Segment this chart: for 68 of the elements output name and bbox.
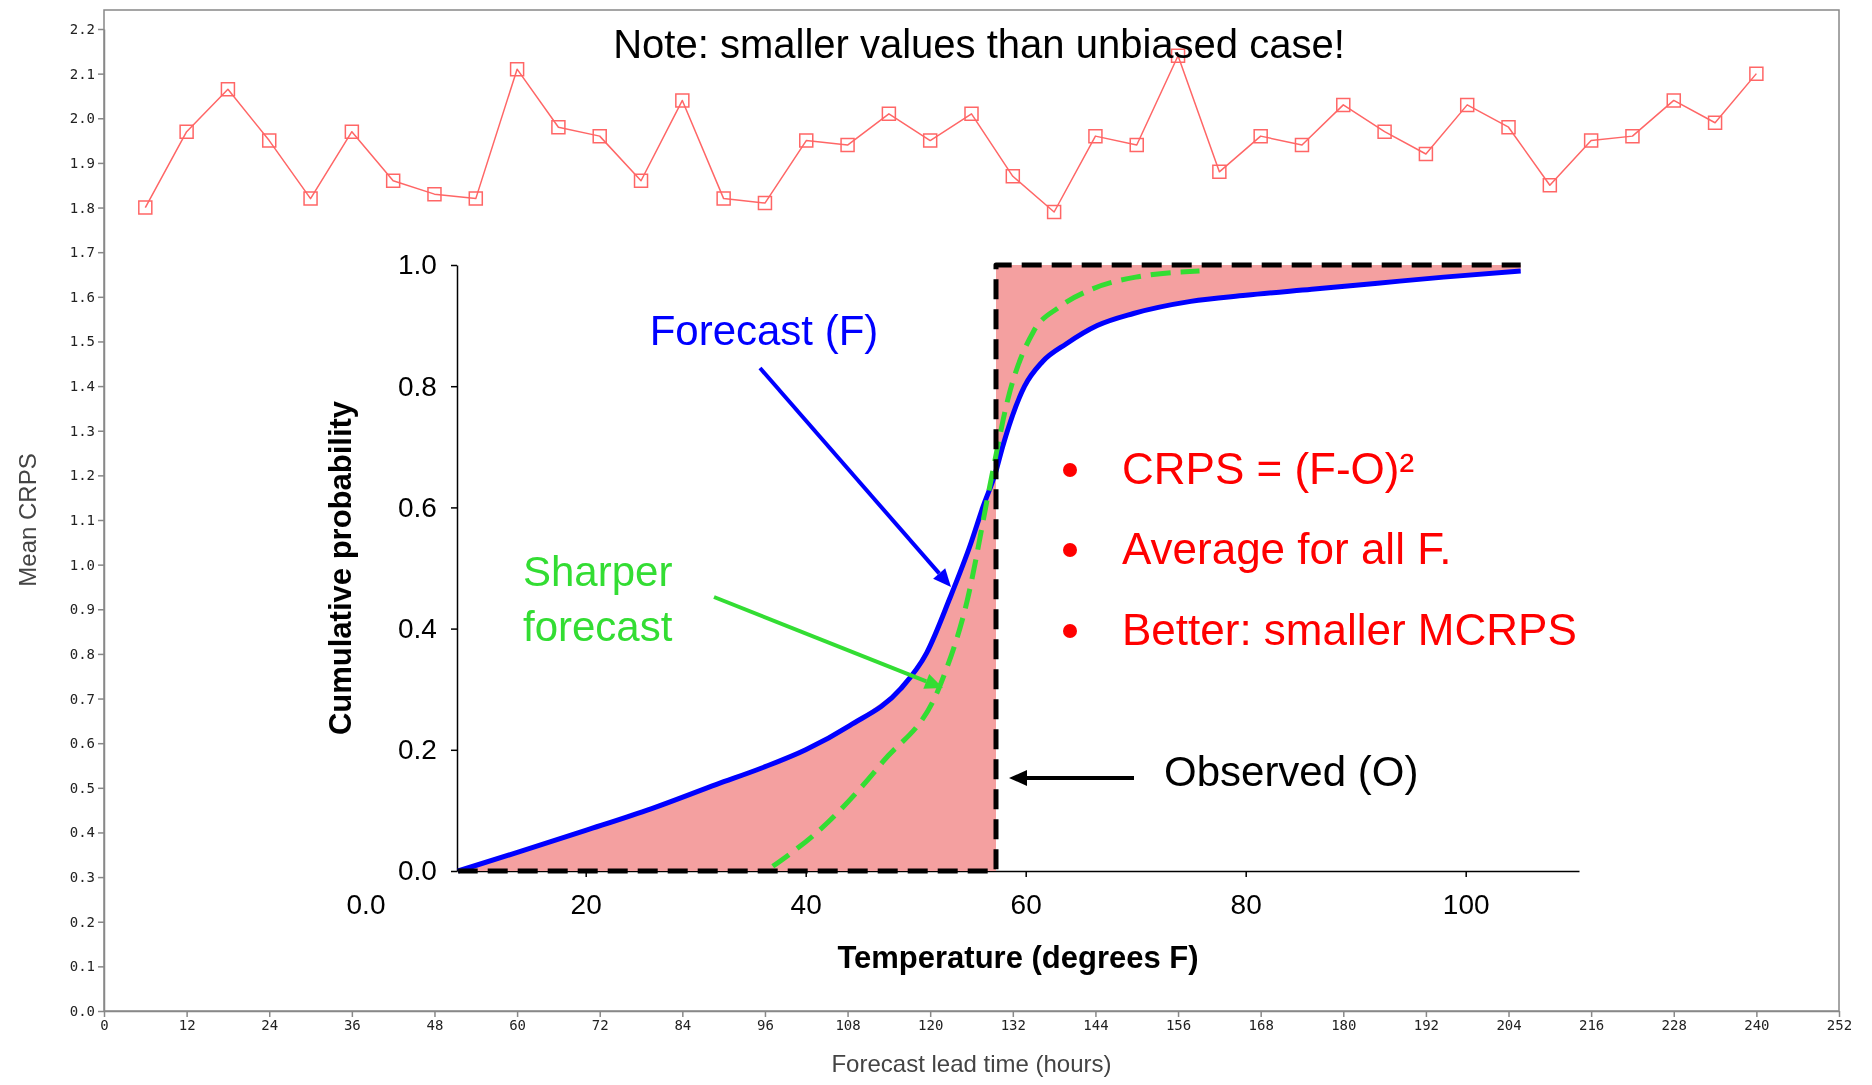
annotation: Average for all F. [1122, 524, 1452, 573]
x-tick-label: 240 [1744, 1016, 1770, 1033]
y-tick-label: 0.1 [69, 958, 95, 975]
y-tick-label: 1.3 [69, 422, 95, 439]
x-tick-label: 12 [178, 1016, 196, 1033]
x-tick-label: 100 [1442, 888, 1490, 920]
x-tick-label: 20 [570, 888, 602, 920]
x-tick-label: 168 [1248, 1016, 1274, 1033]
y-tick-label: 0.9 [69, 601, 95, 618]
y-tick-label: 1.1 [69, 511, 95, 528]
y-tick-label: 1.9 [69, 154, 95, 171]
x-tick-label: 72 [591, 1016, 609, 1033]
x-tick-label: 216 [1578, 1016, 1605, 1033]
x-axis-title: Forecast lead time (hours) [831, 1050, 1112, 1077]
y-tick-label: 0.8 [397, 370, 437, 402]
y-tick-label: 0.4 [69, 824, 95, 841]
y-tick-label: 0.6 [397, 491, 437, 523]
y-tick-label: 1.2 [69, 467, 95, 484]
annotation: Better: smaller MCRPS [1122, 605, 1577, 654]
y-tick-label: 2.1 [69, 65, 95, 82]
x-tick-label: 84 [674, 1016, 692, 1033]
x-tick-label: 228 [1661, 1016, 1687, 1033]
x-tick-label: 48 [426, 1016, 444, 1033]
y-axis-title: Mean CRPS [14, 453, 42, 587]
x-tick-label: 24 [261, 1016, 279, 1033]
y-tick-label: 1.8 [69, 199, 95, 216]
y-axis-title: Cumulative probability [322, 400, 358, 736]
y-tick-label: 1.0 [69, 556, 95, 573]
x-tick-label: 108 [835, 1016, 861, 1033]
y-tick-label: 0.7 [69, 690, 95, 707]
y-tick-label: 0.2 [397, 734, 437, 766]
y-tick-label: 0.2 [69, 913, 95, 930]
x-tick-label: 180 [1331, 1016, 1357, 1033]
annotation: Sharper forecast [523, 548, 673, 650]
y-tick-label: 0.3 [69, 869, 95, 886]
y-tick-label: 0.0 [69, 1002, 95, 1019]
x-tick-label: 60 [1010, 888, 1042, 920]
x-tick-label: 192 [1413, 1016, 1440, 1033]
x-tick-label: 60 [509, 1016, 527, 1033]
y-tick-label: 0.0 [397, 855, 437, 887]
x-tick-label: 80 [1230, 888, 1262, 920]
y-tick-label: 0.8 [69, 645, 95, 662]
annotation: Forecast (F) [649, 307, 879, 354]
y-tick-label: 2.2 [69, 20, 95, 37]
x-tick-label: 132 [1000, 1016, 1026, 1033]
x-tick-label: 120 [918, 1016, 944, 1033]
y-tick-label: 0.5 [69, 779, 95, 796]
annotation: CRPS = (F-O)² [1122, 444, 1415, 493]
x-tick-label: 156 [1165, 1016, 1192, 1033]
x-tick-label: 252 [1826, 1016, 1853, 1033]
x-tick-label: 96 [757, 1016, 774, 1033]
annotation: Note: smaller values than unbiased case! [613, 22, 1345, 66]
y-tick-label: 1.5 [69, 333, 95, 350]
y-tick-label: 1.7 [69, 244, 95, 261]
y-tick-label: 0.6 [69, 735, 95, 752]
y-tick-label: 1.6 [69, 288, 95, 305]
x-tick-label: 144 [1083, 1016, 1109, 1033]
annotation: Observed (O) [1164, 748, 1419, 795]
annotation: 0.0 [346, 889, 386, 920]
y-tick-label: 0.4 [397, 613, 437, 645]
x-axis-title: Temperature (degrees F) [837, 940, 1199, 975]
x-tick-label: 36 [343, 1016, 361, 1033]
x-tick-label: 40 [790, 888, 822, 920]
x-tick-label: 0 [100, 1016, 109, 1033]
y-tick-label: 1.4 [69, 378, 95, 395]
y-tick-label: 1.0 [397, 249, 437, 281]
y-tick-label: 2.0 [69, 110, 95, 127]
x-tick-label: 204 [1496, 1016, 1522, 1033]
